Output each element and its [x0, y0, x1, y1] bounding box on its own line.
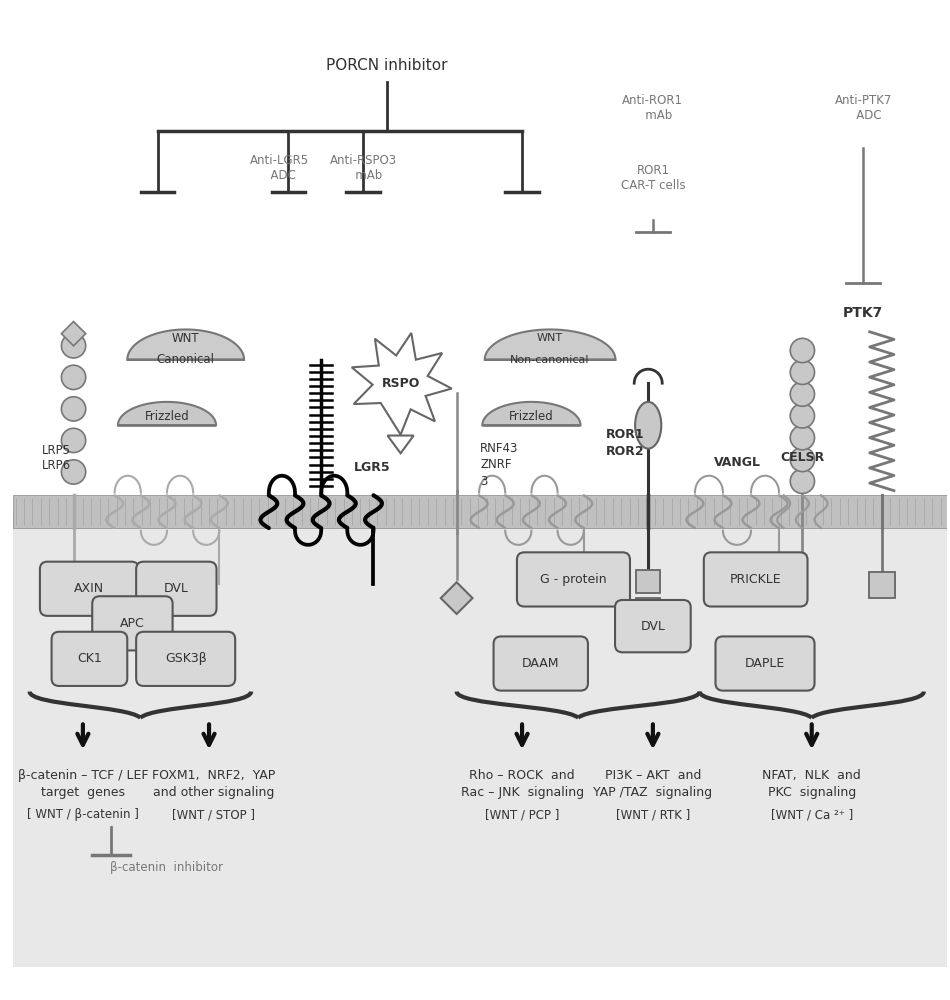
- Text: Rac – JNK  signaling: Rac – JNK signaling: [461, 786, 583, 799]
- Polygon shape: [352, 333, 451, 435]
- Text: GSK3β: GSK3β: [164, 652, 206, 665]
- Text: CK1: CK1: [77, 652, 102, 665]
- Text: Anti-PTK7
   ADC: Anti-PTK7 ADC: [834, 94, 892, 122]
- Text: VANGL: VANGL: [713, 456, 761, 469]
- Polygon shape: [388, 436, 413, 453]
- Ellipse shape: [636, 402, 661, 449]
- Text: AXIN: AXIN: [74, 582, 104, 595]
- Text: PRICKLE: PRICKLE: [730, 573, 782, 586]
- Text: ROR1
CAR-T cells: ROR1 CAR-T cells: [620, 164, 685, 192]
- Text: target  genes: target genes: [41, 786, 124, 799]
- FancyBboxPatch shape: [704, 552, 808, 607]
- Text: RSPO: RSPO: [381, 377, 420, 390]
- FancyBboxPatch shape: [615, 600, 691, 652]
- Circle shape: [790, 360, 814, 384]
- FancyBboxPatch shape: [715, 636, 814, 691]
- Polygon shape: [127, 329, 244, 360]
- Text: CELSR: CELSR: [780, 451, 825, 464]
- Bar: [12, 512, 947, 967]
- Text: ROR1: ROR1: [605, 428, 644, 441]
- Text: Frizzled: Frizzled: [144, 410, 189, 423]
- Text: NFAT,  NLK  and: NFAT, NLK and: [762, 769, 861, 782]
- FancyBboxPatch shape: [517, 552, 630, 607]
- Text: APC: APC: [120, 617, 144, 630]
- Text: [WNT / RTK ]: [WNT / RTK ]: [616, 808, 690, 821]
- Text: FOXM1,  NRF2,  YAP: FOXM1, NRF2, YAP: [152, 769, 276, 782]
- Circle shape: [790, 338, 814, 363]
- Text: ROR2: ROR2: [605, 445, 644, 458]
- Circle shape: [790, 404, 814, 428]
- Bar: [12, 495, 947, 528]
- Text: 3: 3: [480, 475, 487, 488]
- Text: G - protein: G - protein: [541, 573, 607, 586]
- Polygon shape: [62, 322, 86, 346]
- Text: DVL: DVL: [164, 582, 189, 595]
- Text: YAP /TAZ  signaling: YAP /TAZ signaling: [594, 786, 712, 799]
- Text: [WNT / PCP ]: [WNT / PCP ]: [484, 808, 560, 821]
- Bar: [868, 572, 895, 598]
- Circle shape: [62, 365, 86, 390]
- Text: PKC  signaling: PKC signaling: [768, 786, 856, 799]
- Text: β-catenin  inhibitor: β-catenin inhibitor: [110, 861, 223, 874]
- Circle shape: [62, 460, 86, 484]
- Text: Anti-LGR5
  ADC: Anti-LGR5 ADC: [250, 154, 309, 182]
- Circle shape: [790, 382, 814, 406]
- FancyBboxPatch shape: [136, 632, 236, 686]
- Text: PI3K – AKT  and: PI3K – AKT and: [605, 769, 701, 782]
- Text: DVL: DVL: [640, 620, 665, 633]
- Text: DAAM: DAAM: [522, 657, 560, 670]
- Circle shape: [62, 428, 86, 453]
- Text: [ WNT / β-catenin ]: [ WNT / β-catenin ]: [27, 808, 139, 821]
- Text: WNT: WNT: [537, 333, 563, 343]
- Bar: [636, 570, 660, 593]
- Text: Non-canonical: Non-canonical: [510, 355, 590, 365]
- Text: Anti-RSPO3
   mAb: Anti-RSPO3 mAb: [330, 154, 397, 182]
- Text: Frizzled: Frizzled: [509, 410, 554, 423]
- Text: PORCN inhibitor: PORCN inhibitor: [326, 58, 447, 73]
- FancyBboxPatch shape: [494, 636, 588, 691]
- Text: Canonical: Canonical: [157, 353, 215, 366]
- FancyBboxPatch shape: [92, 596, 173, 650]
- Text: Anti-ROR1
   mAb: Anti-ROR1 mAb: [622, 94, 683, 122]
- Text: [WNT / STOP ]: [WNT / STOP ]: [172, 808, 256, 821]
- Text: Rho – ROCK  and: Rho – ROCK and: [469, 769, 575, 782]
- FancyBboxPatch shape: [136, 562, 217, 616]
- Text: LRP5
LRP6: LRP5 LRP6: [42, 444, 71, 472]
- Text: WNT: WNT: [172, 332, 200, 345]
- Circle shape: [62, 397, 86, 421]
- Polygon shape: [118, 402, 216, 425]
- Circle shape: [790, 447, 814, 472]
- Text: LGR5: LGR5: [353, 461, 390, 474]
- Polygon shape: [441, 582, 472, 614]
- Text: PTK7: PTK7: [843, 306, 884, 320]
- Text: and other signaling: and other signaling: [153, 786, 275, 799]
- Circle shape: [62, 334, 86, 358]
- Text: DAPLE: DAPLE: [745, 657, 785, 670]
- Polygon shape: [484, 329, 616, 360]
- Bar: [636, 598, 660, 621]
- Text: ZNRF: ZNRF: [480, 458, 511, 471]
- FancyBboxPatch shape: [51, 632, 127, 686]
- Circle shape: [790, 469, 814, 493]
- Circle shape: [790, 426, 814, 450]
- Text: RNF43: RNF43: [480, 442, 519, 455]
- Text: β-catenin – TCF / LEF: β-catenin – TCF / LEF: [18, 769, 148, 782]
- FancyBboxPatch shape: [40, 562, 139, 616]
- Polygon shape: [483, 402, 580, 425]
- Text: [WNT / Ca ²⁺ ]: [WNT / Ca ²⁺ ]: [770, 808, 853, 821]
